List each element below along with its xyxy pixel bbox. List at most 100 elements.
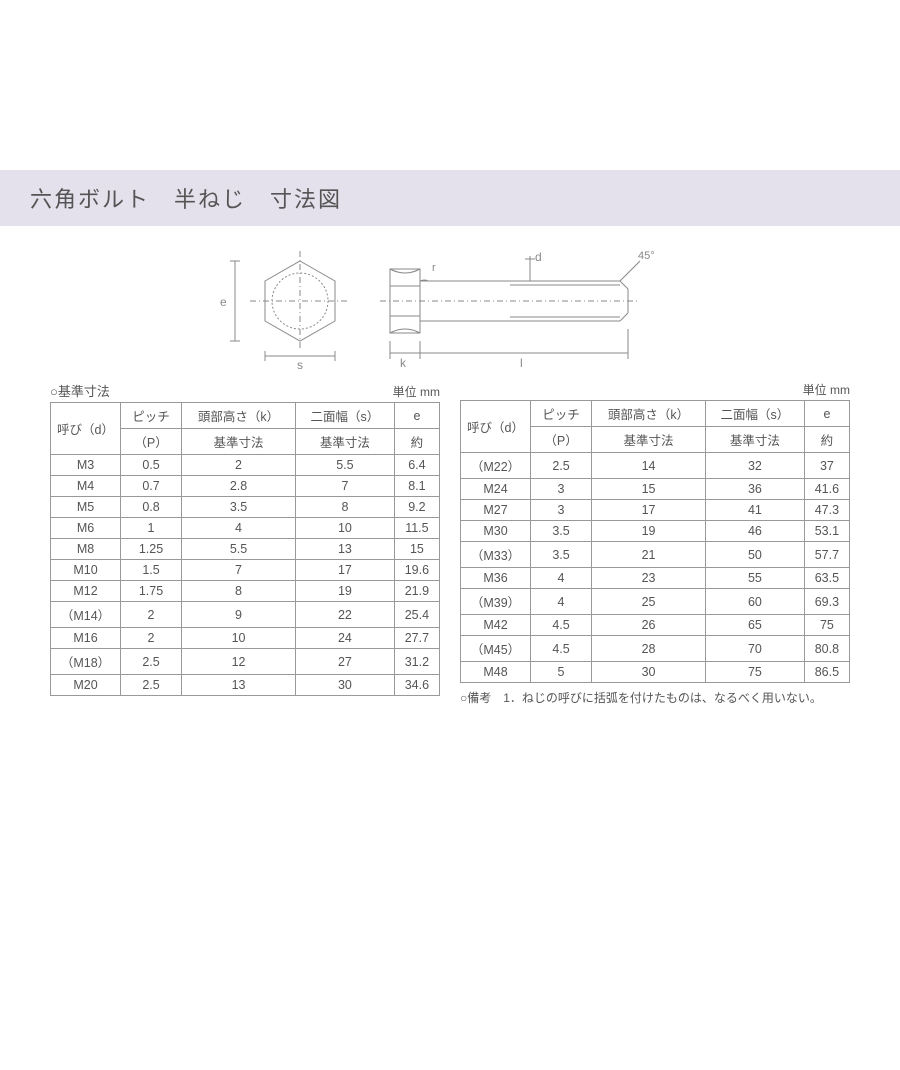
table-cell: 75 xyxy=(804,615,849,636)
table-row: M30.525.56.4 xyxy=(51,455,440,476)
table-cell: 30 xyxy=(592,662,706,683)
table-cell: 2.5 xyxy=(121,649,182,675)
left-caption: ○基準寸法 xyxy=(50,381,110,400)
table-cell: 75 xyxy=(706,662,805,683)
table-cell: 0.7 xyxy=(121,476,182,497)
table-row: M6141011.5 xyxy=(51,518,440,539)
dim-r: r xyxy=(432,262,436,274)
table-cell: 3 xyxy=(531,500,592,521)
table-cell: 11.5 xyxy=(394,518,439,539)
col-subheader: （P） xyxy=(531,427,592,453)
col-subheader: （P） xyxy=(121,429,182,455)
table-cell: 13 xyxy=(182,675,296,696)
table-cell: M20 xyxy=(51,675,121,696)
table-row: M40.72.878.1 xyxy=(51,476,440,497)
table-cell: M24 xyxy=(461,479,531,500)
table-cell: 12 xyxy=(182,649,296,675)
table-cell: 50 xyxy=(706,542,805,568)
table-cell: M5 xyxy=(51,497,121,518)
table-cell: 0.5 xyxy=(121,455,182,476)
table-cell: 0.8 xyxy=(121,497,182,518)
table-cell: 17 xyxy=(296,560,395,581)
dim-l: l xyxy=(520,356,523,370)
col-header: 二面幅（s） xyxy=(296,403,395,429)
col-header: 二面幅（s） xyxy=(706,401,805,427)
table-cell: 3.5 xyxy=(531,521,592,542)
table-cell: 1 xyxy=(121,518,182,539)
table-cell: 8 xyxy=(296,497,395,518)
table-cell: M12 xyxy=(51,581,121,602)
table-cell: 69.3 xyxy=(804,589,849,615)
table-cell: 5.5 xyxy=(296,455,395,476)
table-cell: 3 xyxy=(531,479,592,500)
left-caption-row: ○基準寸法 単位 mm xyxy=(50,381,440,400)
table-row: M303.5194653.1 xyxy=(461,521,850,542)
right-table-column: 単位 mm 呼び（d）ピッチ頭部高さ（k）二面幅（s）e（P）基準寸法基準寸法約… xyxy=(460,381,850,706)
table-cell: 46 xyxy=(706,521,805,542)
table-cell: M30 xyxy=(461,521,531,542)
table-cell: 41.6 xyxy=(804,479,849,500)
table-cell: 31.2 xyxy=(394,649,439,675)
table-cell: 27 xyxy=(296,649,395,675)
table-cell: 57.7 xyxy=(804,542,849,568)
page-title: 六角ボルト 半ねじ 寸法図 xyxy=(30,182,870,214)
table-note: ○備考 1．ねじの呼びに括弧を付けたものは、なるべく用いない。 xyxy=(460,689,850,706)
dim-k: k xyxy=(400,356,407,370)
left-unit: 単位 mm xyxy=(393,383,440,400)
table-cell: 13 xyxy=(296,539,395,560)
col-header: e xyxy=(394,403,439,429)
bolt-diagram-svg: e s r d xyxy=(200,241,700,371)
table-row: M364235563.5 xyxy=(461,568,850,589)
table-cell: 19 xyxy=(296,581,395,602)
col-header: 頭部高さ（k） xyxy=(182,403,296,429)
table-cell: 17 xyxy=(592,500,706,521)
dim-s: s xyxy=(297,358,303,371)
table-cell: 19.6 xyxy=(394,560,439,581)
table-cell: 4.5 xyxy=(531,615,592,636)
table-cell: M3 xyxy=(51,455,121,476)
col-subheader: 基準寸法 xyxy=(592,427,706,453)
table-cell: （M22） xyxy=(461,453,531,479)
table-cell: （M33） xyxy=(461,542,531,568)
table-cell: 4.5 xyxy=(531,636,592,662)
table-cell: M16 xyxy=(51,628,121,649)
table-cell: 14 xyxy=(592,453,706,479)
col-header: e xyxy=(804,401,849,427)
table-cell: 30 xyxy=(296,675,395,696)
table-cell: 55 xyxy=(706,568,805,589)
table-cell: 15 xyxy=(592,479,706,500)
table-cell: 4 xyxy=(182,518,296,539)
table-cell: 53.1 xyxy=(804,521,849,542)
table-cell: 86.5 xyxy=(804,662,849,683)
table-row: M202.5133034.6 xyxy=(51,675,440,696)
dimensions-table-right: 呼び（d）ピッチ頭部高さ（k）二面幅（s）e（P）基準寸法基準寸法約（M22）2… xyxy=(460,400,850,683)
table-cell: 2.5 xyxy=(531,453,592,479)
table-cell: M36 xyxy=(461,568,531,589)
table-cell: 1.5 xyxy=(121,560,182,581)
table-cell: 41 xyxy=(706,500,805,521)
table-cell: M6 xyxy=(51,518,121,539)
dim-e: e xyxy=(220,295,227,309)
table-cell: 21 xyxy=(592,542,706,568)
table-cell: 10 xyxy=(182,628,296,649)
table-cell: 1.75 xyxy=(121,581,182,602)
table-cell: 47.3 xyxy=(804,500,849,521)
table-row: M243153641.6 xyxy=(461,479,850,500)
table-cell: 2 xyxy=(182,455,296,476)
table-cell: 36 xyxy=(706,479,805,500)
title-band: 六角ボルト 半ねじ 寸法図 xyxy=(0,170,900,226)
table-cell: 22 xyxy=(296,602,395,628)
table-cell: 6.4 xyxy=(394,455,439,476)
col-header: 呼び（d） xyxy=(461,401,531,453)
col-subheader: 基準寸法 xyxy=(296,429,395,455)
table-cell: M10 xyxy=(51,560,121,581)
table-row: （M45）4.5287080.8 xyxy=(461,636,850,662)
table-cell: 3.5 xyxy=(531,542,592,568)
table-cell: 2.5 xyxy=(121,675,182,696)
table-cell: 9 xyxy=(182,602,296,628)
table-cell: 25.4 xyxy=(394,602,439,628)
table-cell: （M18） xyxy=(51,649,121,675)
table-row: （M39）4256069.3 xyxy=(461,589,850,615)
table-cell: 23 xyxy=(592,568,706,589)
table-row: M424.5266575 xyxy=(461,615,850,636)
